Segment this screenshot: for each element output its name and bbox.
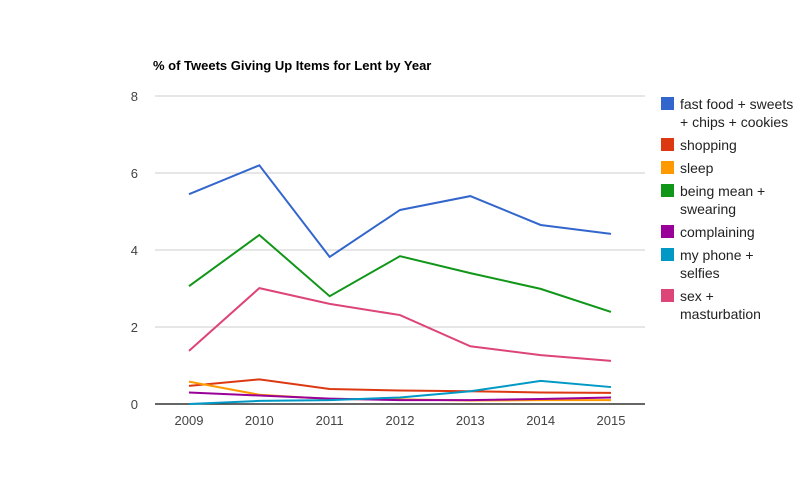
y-tick-label: 4 bbox=[131, 243, 138, 258]
series-line-0[interactable] bbox=[188, 164, 612, 259]
y-tick-label: 0 bbox=[131, 397, 138, 412]
y-tick-label: 8 bbox=[131, 89, 138, 104]
legend-item[interactable]: sex + masturbation bbox=[661, 287, 796, 323]
chart-title: % of Tweets Giving Up Items for Lent by … bbox=[153, 58, 431, 73]
x-tick-label: 2013 bbox=[456, 413, 485, 428]
x-tick-label: 2014 bbox=[526, 413, 555, 428]
legend-item[interactable]: sleep bbox=[661, 159, 796, 177]
legend-swatch bbox=[661, 97, 674, 110]
x-tick-label: 2015 bbox=[597, 413, 626, 428]
x-tick-label: 2012 bbox=[386, 413, 415, 428]
legend-label: my phone + selfies bbox=[680, 247, 754, 281]
legend-label: fast food + sweets + chips + cookies bbox=[680, 96, 794, 130]
series-line-4[interactable] bbox=[188, 391, 612, 402]
legend-label: sex + masturbation bbox=[680, 288, 761, 322]
x-tick-label: 2010 bbox=[245, 413, 274, 428]
x-tick-label: 2011 bbox=[316, 413, 344, 428]
legend-swatch bbox=[661, 248, 674, 261]
series-line-6[interactable] bbox=[188, 287, 612, 362]
legend-label: being mean + swearing bbox=[680, 183, 766, 217]
legend-label: sleep bbox=[680, 160, 714, 176]
legend-swatch bbox=[661, 138, 674, 151]
series-line-1[interactable] bbox=[188, 378, 611, 394]
legend-item[interactable]: shopping bbox=[661, 136, 796, 154]
y-tick-label: 6 bbox=[131, 166, 138, 181]
legend-item[interactable]: complaining bbox=[661, 223, 796, 241]
legend-label: complaining bbox=[680, 224, 755, 240]
legend-label: shopping bbox=[680, 137, 737, 153]
legend-swatch bbox=[661, 184, 674, 197]
legend-swatch bbox=[661, 289, 674, 302]
y-tick-label: 2 bbox=[131, 320, 138, 335]
legend-swatch bbox=[661, 161, 674, 174]
legend: fast food + sweets + chips + cookies shop… bbox=[661, 95, 796, 328]
series-line-5[interactable] bbox=[188, 379, 612, 405]
legend-item[interactable]: fast food + sweets + chips + cookies bbox=[661, 95, 796, 131]
x-tick-label: 2009 bbox=[175, 413, 204, 428]
legend-swatch bbox=[661, 225, 674, 238]
legend-item[interactable]: my phone + selfies bbox=[661, 246, 796, 282]
series-line-3[interactable] bbox=[188, 233, 612, 313]
legend-item[interactable]: being mean + swearing bbox=[661, 182, 796, 218]
